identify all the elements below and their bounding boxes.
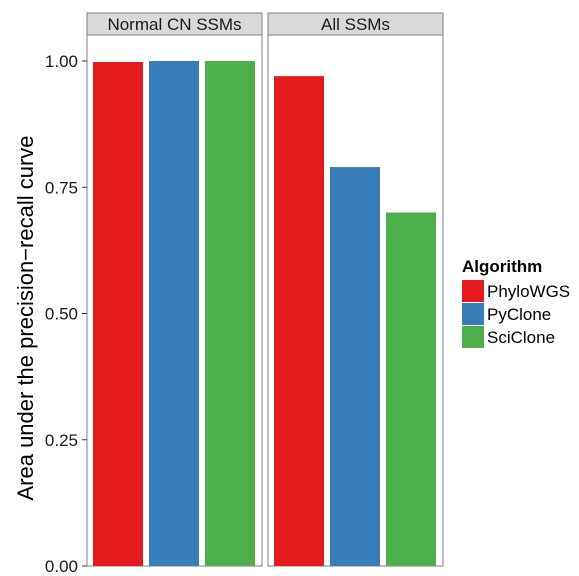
legend-swatch-pyclone [462, 303, 484, 325]
panel-0: Normal CN SSMs [86, 12, 263, 567]
y-axis-title: Area under the precision−recall curve [13, 135, 38, 500]
panel-title: Normal CN SSMs [107, 15, 241, 34]
y-tick-label: 0.00 [45, 557, 78, 576]
legend-label-phylowgs: PhyloWGS [487, 282, 570, 301]
panel-1: All SSMs [267, 12, 444, 567]
y-tick-label: 1.00 [45, 52, 78, 71]
y-tick-label: 0.25 [45, 431, 78, 450]
y-axis: 0.00 0.25 0.50 0.75 1.00 [45, 52, 87, 576]
bar-sciclone [386, 212, 436, 566]
chart-panels: Normal CN SSMs All SSMs [86, 12, 444, 567]
panel-title: All SSMs [321, 15, 390, 34]
y-tick-label: 0.75 [45, 178, 78, 197]
legend-title: Algorithm [462, 257, 542, 276]
bar-sciclone [205, 61, 255, 566]
legend-label-pyclone: PyClone [487, 305, 551, 324]
bar-pyclone [149, 61, 199, 566]
legend: Algorithm PhyloWGS PyClone SciClone [462, 257, 570, 348]
bar-phylowgs [274, 76, 324, 567]
bar-phylowgs [93, 62, 143, 566]
bar-pyclone [330, 167, 380, 567]
legend-label-sciclone: SciClone [487, 328, 555, 347]
legend-swatch-sciclone [462, 326, 484, 348]
y-tick-label: 0.50 [45, 305, 78, 324]
legend-swatch-phylowgs [462, 280, 484, 302]
